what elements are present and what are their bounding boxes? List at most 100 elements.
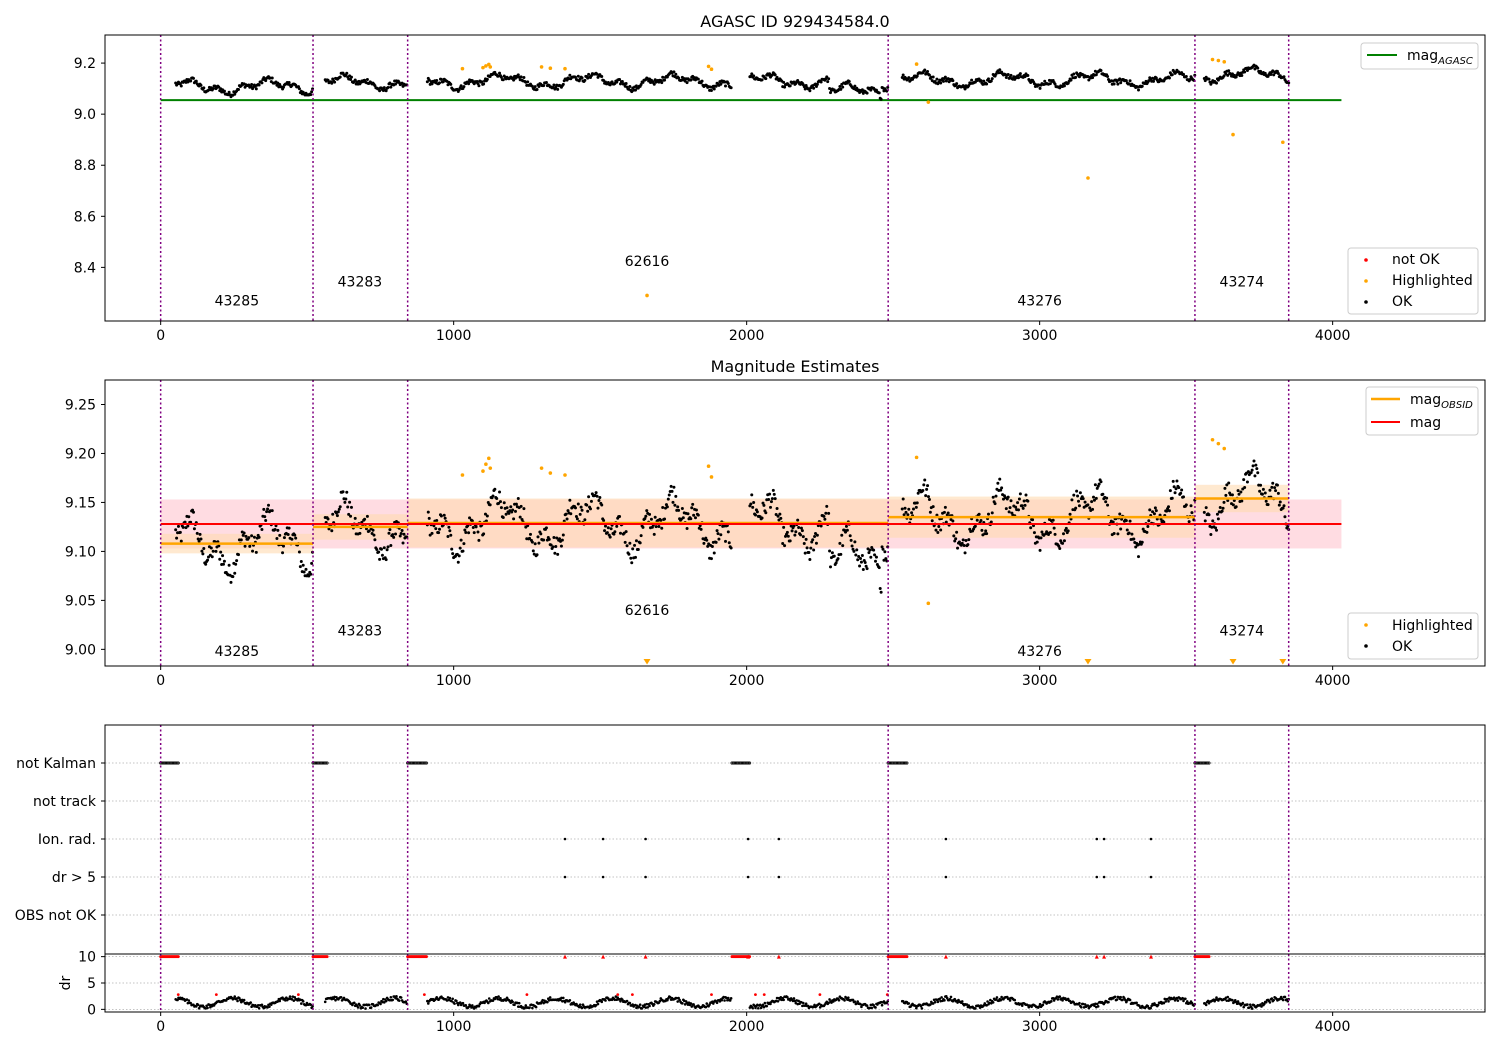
ok-point [986,512,990,516]
dr-point [209,1005,212,1009]
dr-point [249,1001,252,1004]
ok-point [533,85,537,89]
ok-point [553,551,557,555]
x-tick-label: 4000 [1315,1019,1351,1035]
obsid-label: 62616 [625,603,670,619]
ok-point [1072,493,1076,497]
dr-point [513,1003,516,1007]
ok-point [1256,471,1260,475]
ok-point [1017,497,1021,501]
ok-point [859,556,863,560]
ok-point [384,558,388,562]
ok-point [934,528,938,532]
ok-point [926,69,930,73]
dr-point [646,1006,649,1009]
ok-point [518,515,522,519]
y-tick-label: 9.15 [65,495,96,511]
ok-point [346,505,350,509]
x-tick-label: 2000 [729,328,765,344]
ok-point [928,510,932,514]
ok-point [815,82,819,86]
legend-mag-obsid-label: mag [1410,392,1441,408]
dr-point [301,1000,305,1003]
highlighted-point [706,64,711,69]
ok-point [583,78,587,82]
ok-point [830,551,834,555]
ok-point [1271,481,1275,485]
ok-point [573,506,577,510]
ok-point [651,80,655,84]
ok-point [389,85,393,89]
ok-point [724,539,728,543]
ok-point [726,530,730,534]
ok-point [1253,67,1257,71]
ok-point [841,85,845,89]
ok-point [724,84,728,88]
ok-point [1174,487,1178,491]
ok-point [914,505,918,509]
ok-point [471,526,475,530]
dr-point [986,1000,989,1003]
ok-point [955,82,959,86]
dr-point [765,1004,769,1008]
highlighted-point [1216,441,1221,446]
ok-point [236,553,240,557]
ok-point [672,70,676,74]
ok-point [600,503,604,507]
ok-point [441,80,445,84]
ok-point [192,527,196,531]
ok-point [1230,493,1234,497]
ok-point [689,517,693,521]
ok-point [1275,483,1279,487]
ok-point [689,78,693,82]
ok-point [391,533,395,537]
ok-point [385,548,389,552]
dr-point [1135,1001,1138,1005]
dr-point [487,997,491,1000]
ok-point [963,87,967,91]
ok-point [594,491,598,495]
dr-notok-marker [1148,954,1153,959]
ok-point [660,526,664,530]
ok-point [838,85,842,89]
ok-point [1255,467,1259,471]
panel2-legend-top: magOBSID mag [1365,386,1479,436]
ok-point [507,511,511,515]
ok-point [266,507,270,511]
dr-point [613,998,617,1002]
highlighted-point [548,66,553,70]
ok-point [977,512,981,516]
ok-point [924,494,928,498]
ok-point [844,524,848,528]
dr-point [311,1005,314,1008]
ok-point [942,510,946,514]
off-scale-marker [643,659,651,665]
dr-point [919,1004,923,1008]
ok-point [470,519,474,523]
ok-point [1282,75,1286,79]
ok-point [852,549,856,553]
ok-point [1184,74,1188,78]
ok-point [727,541,731,545]
ok-point [512,517,516,521]
ok-point [685,527,689,531]
ok-point [1052,526,1056,530]
dr-point [467,1005,470,1009]
ok-point [1116,532,1120,536]
ok-point [597,498,601,502]
dr-point [236,999,239,1003]
ok-point [970,78,974,82]
dr-point [382,1001,386,1004]
ok-point [1058,546,1062,550]
ok-point [811,538,815,542]
ok-point [827,77,831,81]
ok-point [980,528,984,532]
ok-point [309,572,313,576]
ok-point [561,533,565,537]
dr-point [832,1000,835,1003]
x-tick-label: 0 [156,1019,165,1035]
ok-point [274,524,278,528]
ok-point [808,89,812,93]
dr-point [1000,995,1003,999]
legend-not-ok: not OK [1392,252,1440,268]
